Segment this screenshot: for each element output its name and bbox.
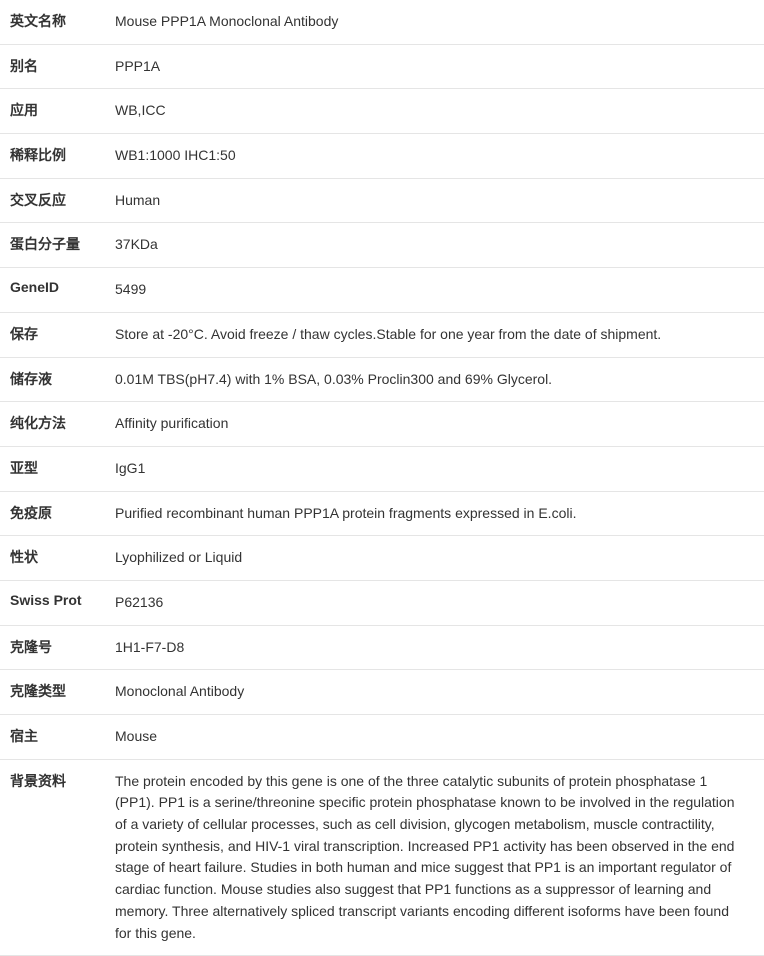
row-value: Affinity purification bbox=[115, 402, 764, 447]
row-label: 免疫原 bbox=[0, 491, 115, 536]
table-row: 保存 Store at -20°C. Avoid freeze / thaw c… bbox=[0, 312, 764, 357]
table-row: 蛋白分子量 37KDa bbox=[0, 223, 764, 268]
table-row: 英文名称 Mouse PPP1A Monoclonal Antibody bbox=[0, 0, 764, 44]
row-label: 别名 bbox=[0, 44, 115, 89]
row-value: Mouse PPP1A Monoclonal Antibody bbox=[115, 0, 764, 44]
table-row: 交叉反应 Human bbox=[0, 178, 764, 223]
row-value: 0.01M TBS(pH7.4) with 1% BSA, 0.03% Proc… bbox=[115, 357, 764, 402]
table-row: GeneID 5499 bbox=[0, 268, 764, 313]
row-label: 英文名称 bbox=[0, 0, 115, 44]
row-label: 应用 bbox=[0, 89, 115, 134]
row-value: Store at -20°C. Avoid freeze / thaw cycl… bbox=[115, 312, 764, 357]
row-label: 稀释比例 bbox=[0, 134, 115, 179]
row-label: 储存液 bbox=[0, 357, 115, 402]
spec-table-body: 英文名称 Mouse PPP1A Monoclonal Antibody 别名 … bbox=[0, 0, 764, 956]
row-label: 纯化方法 bbox=[0, 402, 115, 447]
table-row: 别名 PPP1A bbox=[0, 44, 764, 89]
row-value: Purified recombinant human PPP1A protein… bbox=[115, 491, 764, 536]
row-value: Mouse bbox=[115, 715, 764, 760]
row-value: WB,ICC bbox=[115, 89, 764, 134]
row-value: WB1:1000 IHC1:50 bbox=[115, 134, 764, 179]
row-label: 亚型 bbox=[0, 446, 115, 491]
row-label: 交叉反应 bbox=[0, 178, 115, 223]
table-row: 克隆类型 Monoclonal Antibody bbox=[0, 670, 764, 715]
row-label: 克隆号 bbox=[0, 625, 115, 670]
table-row: 背景资料 The protein encoded by this gene is… bbox=[0, 759, 764, 956]
row-value: P62136 bbox=[115, 580, 764, 625]
row-label: GeneID bbox=[0, 268, 115, 313]
table-row: 稀释比例 WB1:1000 IHC1:50 bbox=[0, 134, 764, 179]
row-label: 性状 bbox=[0, 536, 115, 581]
row-value: Monoclonal Antibody bbox=[115, 670, 764, 715]
table-row: 亚型 IgG1 bbox=[0, 446, 764, 491]
row-label: 克隆类型 bbox=[0, 670, 115, 715]
table-row: 免疫原 Purified recombinant human PPP1A pro… bbox=[0, 491, 764, 536]
table-row: 宿主 Mouse bbox=[0, 715, 764, 760]
row-label: Swiss Prot bbox=[0, 580, 115, 625]
row-label: 宿主 bbox=[0, 715, 115, 760]
row-value: IgG1 bbox=[115, 446, 764, 491]
row-label: 背景资料 bbox=[0, 759, 115, 956]
table-row: Swiss Prot P62136 bbox=[0, 580, 764, 625]
spec-table: 英文名称 Mouse PPP1A Monoclonal Antibody 别名 … bbox=[0, 0, 764, 956]
row-value: 5499 bbox=[115, 268, 764, 313]
row-label: 保存 bbox=[0, 312, 115, 357]
table-row: 应用 WB,ICC bbox=[0, 89, 764, 134]
row-value: The protein encoded by this gene is one … bbox=[115, 759, 764, 956]
row-value: 1H1-F7-D8 bbox=[115, 625, 764, 670]
row-value: 37KDa bbox=[115, 223, 764, 268]
table-row: 纯化方法 Affinity purification bbox=[0, 402, 764, 447]
row-label: 蛋白分子量 bbox=[0, 223, 115, 268]
row-value: Lyophilized or Liquid bbox=[115, 536, 764, 581]
row-value: Human bbox=[115, 178, 764, 223]
table-row: 储存液 0.01M TBS(pH7.4) with 1% BSA, 0.03% … bbox=[0, 357, 764, 402]
row-value: PPP1A bbox=[115, 44, 764, 89]
table-row: 克隆号 1H1-F7-D8 bbox=[0, 625, 764, 670]
table-row: 性状 Lyophilized or Liquid bbox=[0, 536, 764, 581]
